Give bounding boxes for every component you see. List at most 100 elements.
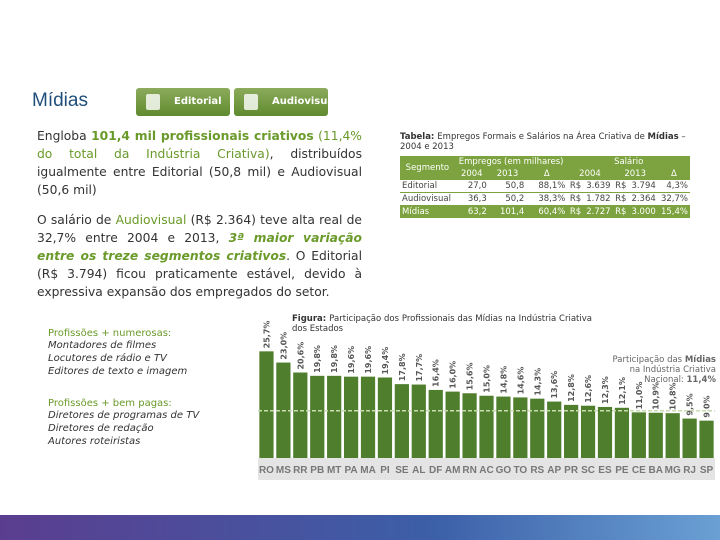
bar — [293, 372, 308, 458]
bar — [530, 398, 545, 458]
x-tick-label: PA — [345, 465, 358, 476]
value-label: 19,4% — [381, 347, 390, 375]
table-cell: R$ — [567, 205, 584, 218]
bar — [259, 351, 274, 458]
table-cell: 3.639 — [583, 180, 613, 193]
bar — [496, 396, 511, 458]
bar — [428, 389, 443, 458]
bar — [631, 412, 646, 458]
axis-label-band — [258, 458, 715, 480]
bar — [513, 397, 528, 458]
value-label: 19,8% — [330, 345, 339, 373]
tab-button[interactable]: Editorial — [136, 88, 230, 116]
table-cell: 1.782 — [583, 192, 613, 206]
value-label: 19,6% — [347, 346, 356, 374]
value-label: 19,6% — [364, 346, 373, 374]
x-tick-label: CE — [632, 465, 646, 476]
x-tick-label: SP — [700, 465, 714, 476]
table-caption: Tabela: Empregos Formais e Salários na Á… — [400, 132, 690, 152]
value-label: 11,0% — [635, 382, 644, 410]
bar — [327, 375, 342, 458]
table-cell: 2.727 — [583, 205, 613, 218]
x-tick-label: PE — [615, 465, 629, 476]
text-run: O salário de — [37, 213, 116, 227]
bar — [479, 395, 494, 458]
x-tick-label: ES — [598, 465, 612, 476]
text-run: . O Editorial (R$ 3.794) ficou praticame… — [37, 249, 362, 299]
header-cell: Δ — [657, 168, 690, 180]
value-label: 15,0% — [483, 365, 492, 393]
bar — [580, 405, 596, 458]
table-cell: 101,4 — [488, 205, 527, 218]
x-tick-label: PB — [310, 465, 324, 476]
lists: Profissões + numerosas: Montadores de fil… — [48, 328, 199, 468]
x-tick-label: SC — [581, 465, 595, 476]
text-run: (11,4% do total da Indústria Criativa) — [37, 129, 362, 161]
bar — [360, 376, 376, 458]
x-tick-label: TO — [513, 465, 527, 476]
table-cell: 60,4% — [526, 205, 568, 218]
x-tick-label: PI — [380, 465, 390, 476]
value-label: 17,7% — [415, 354, 424, 382]
table-cell: 50,8 — [488, 180, 527, 193]
tab-label: Audiovisual — [272, 96, 338, 107]
value-label: 13,6% — [550, 371, 559, 399]
table-cell: 15,4% — [657, 205, 690, 218]
header-row: 2004 2013 Δ 2004 2013 Δ — [400, 168, 690, 180]
table-cell: Audiovisual — [400, 192, 455, 206]
bar — [445, 391, 460, 458]
table-cell: 27,0 — [454, 180, 489, 193]
text-run: Figura: — [292, 314, 330, 324]
value-label: 14,6% — [516, 367, 525, 395]
x-tick-label: MG — [665, 465, 681, 476]
figure-caption: Figura: Participação dos Profissionais d… — [292, 314, 592, 334]
header-cell: 2013 — [488, 168, 527, 180]
x-tick-label: MS — [276, 465, 291, 476]
list-item: Locutores de rádio e TV — [48, 353, 167, 364]
value-label: 10,8% — [669, 382, 678, 410]
bar — [699, 420, 714, 458]
value-label: 19,8% — [313, 345, 322, 373]
text-run: Audiovisual — [115, 213, 187, 227]
list-item: Diretores de programas de TV — [48, 410, 200, 421]
bar — [547, 401, 562, 458]
text-run: Participação das — [612, 355, 685, 365]
value-label: 16,0% — [449, 361, 458, 389]
tab-button[interactable]: Audiovisual — [234, 88, 338, 116]
text-run: Mídias — [647, 132, 679, 142]
x-tick-label: AM — [445, 465, 461, 476]
bar — [597, 406, 613, 458]
text-run: 3ª maior variação entre os treze segment… — [37, 231, 362, 263]
text-run: – 2004 e 2013 — [400, 132, 686, 152]
text-run: na Indústria Criativa Nacional: — [629, 365, 716, 385]
x-tick-label: RN — [462, 465, 476, 476]
x-tick-label: SE — [395, 465, 409, 476]
value-label: 10,9% — [652, 382, 661, 410]
bar — [614, 407, 630, 458]
header-cell: Segmento — [400, 156, 455, 180]
value-label: 20,6% — [296, 342, 305, 370]
body-text: Engloba 101,4 mil profissionais criativo… — [37, 127, 362, 313]
value-label: 14,8% — [499, 366, 508, 394]
header-cell: Δ — [526, 168, 568, 180]
x-tick-label: RS — [530, 465, 544, 476]
table-cell: R$ — [567, 180, 584, 193]
x-tick-label: AC — [479, 465, 493, 476]
x-tick-label: MT — [327, 465, 341, 476]
table-cell: 50,2 — [488, 192, 527, 206]
bar — [310, 375, 325, 458]
table-cell: R$ — [612, 180, 629, 193]
x-tick-label: RO — [259, 465, 274, 476]
list-item: Editores de texto e imagem — [48, 366, 188, 377]
text-run: Participação dos Profissionais das Mídia… — [292, 314, 592, 334]
table-cell: R$ — [612, 205, 629, 218]
bar — [343, 376, 359, 458]
table-cell: 63,2 — [454, 205, 489, 218]
list-item: Diretores de redação — [48, 423, 154, 434]
list-item: Autores roteiristas — [48, 436, 141, 447]
list-group: Profissões + bem pagas: Diretores de prog… — [48, 398, 199, 448]
value-label: 12,3% — [601, 376, 610, 404]
value-label: 9,0% — [703, 395, 712, 417]
table-cell: R$ — [567, 192, 584, 206]
